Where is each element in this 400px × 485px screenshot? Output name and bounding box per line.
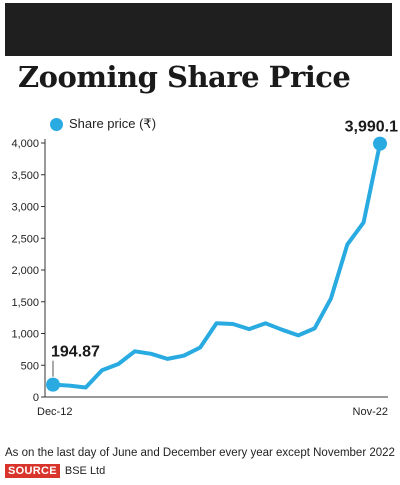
- chart-legend: Share price (₹): [50, 116, 156, 132]
- y-tick-label: 2,000: [11, 265, 39, 277]
- y-tick-label: 1,000: [11, 329, 39, 341]
- source-badge: SOURCE: [5, 464, 60, 478]
- legend-marker-icon: [50, 117, 63, 131]
- y-tick-label: 2,500: [11, 233, 39, 245]
- y-tick-label: 500: [21, 360, 39, 372]
- y-tick-label: 3,500: [11, 170, 39, 182]
- y-tick-label: 4,000: [11, 138, 39, 150]
- data-point: [46, 377, 60, 392]
- source-text: BSE Ltd: [64, 465, 106, 477]
- data-point: [373, 136, 387, 151]
- source-line: SOURCE BSE Ltd: [5, 464, 105, 478]
- top-banner-bar: [5, 3, 392, 56]
- chart-footnote: As on the last day of June and December …: [5, 447, 395, 459]
- legend-label: Share price (₹): [69, 116, 157, 131]
- x-tick-label: Nov-22: [353, 406, 388, 418]
- series-line: [51, 141, 382, 390]
- y-tick-label: 1,500: [11, 297, 39, 309]
- y-tick-label: 3,000: [11, 202, 39, 214]
- y-tick-label: 0: [33, 392, 39, 404]
- data-label: 194.87: [51, 344, 100, 361]
- data-label: 3,990.1: [345, 119, 398, 136]
- x-tick-label: Dec-12: [37, 406, 72, 418]
- chart-title: Zooming Share Price: [18, 60, 351, 94]
